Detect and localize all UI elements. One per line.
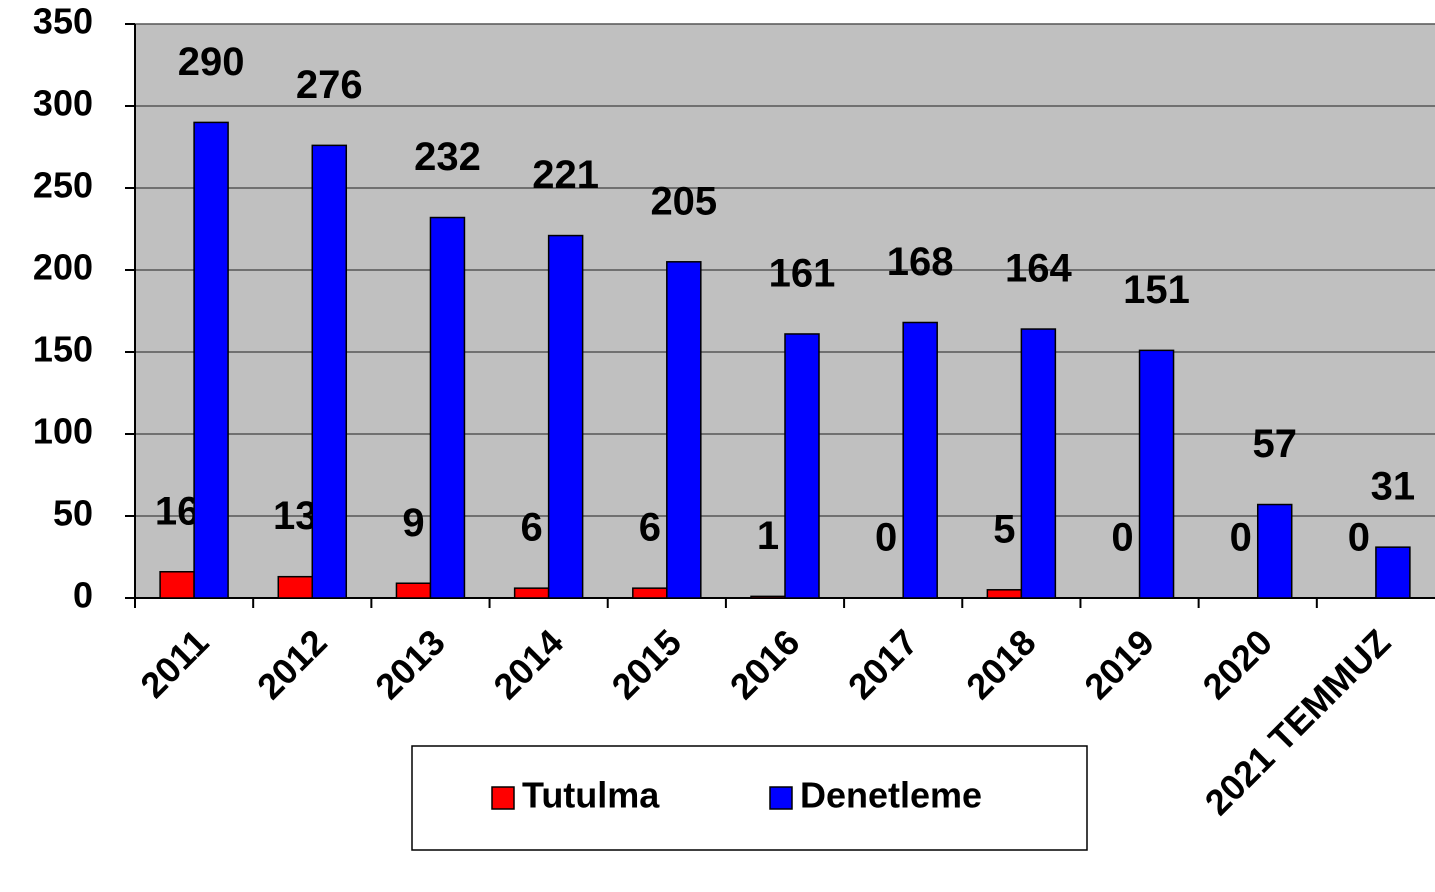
value-label: 205 bbox=[650, 179, 717, 223]
y-tick-label: 300 bbox=[33, 83, 93, 124]
value-label: 5 bbox=[993, 507, 1015, 551]
bar bbox=[750, 595, 786, 599]
legend bbox=[411, 745, 1088, 851]
bar bbox=[986, 589, 1023, 599]
value-label: 1 bbox=[757, 514, 779, 558]
x-tick-label: 2011 bbox=[132, 621, 216, 705]
value-label: 0 bbox=[1348, 516, 1370, 560]
value-label: 161 bbox=[769, 252, 836, 296]
x-tick-label: 2020 bbox=[1194, 621, 1280, 707]
value-label: 164 bbox=[1005, 247, 1072, 291]
x-tick-label: 2013 bbox=[367, 621, 453, 707]
value-label: 57 bbox=[1252, 422, 1297, 466]
y-tick-label: 0 bbox=[73, 575, 93, 616]
value-label: 0 bbox=[875, 516, 897, 560]
y-tick-label: 250 bbox=[33, 165, 93, 206]
x-tick-label: 2017 bbox=[840, 621, 926, 707]
y-tick-label: 200 bbox=[33, 247, 93, 288]
y-tick-label: 50 bbox=[53, 493, 93, 534]
value-label: 9 bbox=[402, 501, 424, 545]
bar bbox=[395, 582, 432, 599]
bar bbox=[193, 121, 229, 599]
value-label: 151 bbox=[1123, 268, 1190, 312]
value-label: 168 bbox=[887, 240, 954, 284]
x-tick-label: 2019 bbox=[1076, 621, 1162, 707]
bar bbox=[784, 333, 820, 599]
y-tick-label: 150 bbox=[33, 329, 93, 370]
bar bbox=[429, 216, 466, 599]
bar bbox=[1375, 546, 1411, 599]
value-label: 290 bbox=[178, 40, 245, 84]
value-label: 221 bbox=[532, 153, 599, 197]
legend-label: Denetleme bbox=[800, 775, 982, 816]
bar bbox=[902, 321, 938, 599]
legend-swatch bbox=[491, 786, 515, 810]
bar bbox=[1020, 328, 1057, 599]
value-label: 13 bbox=[273, 494, 318, 538]
y-tick-label: 100 bbox=[33, 411, 93, 452]
bar bbox=[1256, 503, 1293, 599]
x-tick-label: 2018 bbox=[958, 621, 1044, 707]
x-tick-label: 2016 bbox=[722, 621, 808, 707]
x-tick-label: 2014 bbox=[485, 621, 571, 707]
value-label: 31 bbox=[1371, 465, 1416, 509]
x-tick-label: 2012 bbox=[249, 621, 335, 707]
value-label: 0 bbox=[1111, 516, 1133, 560]
value-label: 276 bbox=[296, 63, 363, 107]
bar bbox=[1138, 349, 1175, 599]
legend-swatch bbox=[769, 786, 793, 810]
bar bbox=[666, 261, 702, 599]
x-tick-label: 2015 bbox=[604, 621, 690, 707]
legend-label: Tutulma bbox=[522, 775, 660, 816]
bar bbox=[277, 575, 314, 599]
value-label: 16 bbox=[155, 489, 200, 533]
bar bbox=[159, 571, 195, 599]
bar bbox=[311, 144, 348, 599]
value-label: 6 bbox=[521, 506, 543, 550]
value-label: 232 bbox=[414, 135, 481, 179]
bar bbox=[513, 587, 550, 599]
value-label: 0 bbox=[1230, 516, 1252, 560]
y-tick-label: 350 bbox=[33, 1, 93, 42]
bar bbox=[547, 234, 584, 599]
bar bbox=[632, 587, 668, 599]
value-label: 6 bbox=[639, 506, 661, 550]
